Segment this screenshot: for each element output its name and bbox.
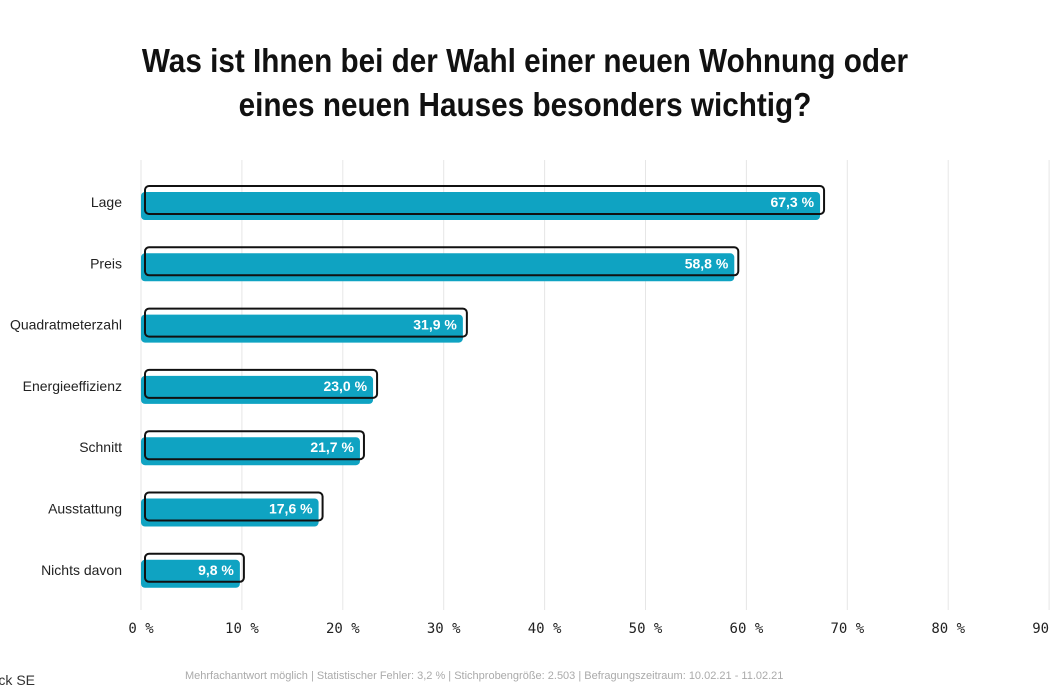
category-label: Ausstattung bbox=[48, 501, 122, 517]
category-label: Energieeffizienz bbox=[23, 378, 122, 394]
x-tick-label: 70 % bbox=[830, 621, 864, 637]
bar-outline bbox=[144, 430, 365, 461]
value-label: 21,7 % bbox=[310, 439, 354, 455]
category-label: Lage bbox=[91, 194, 122, 210]
bar bbox=[141, 192, 821, 220]
value-label: 31,9 % bbox=[413, 317, 457, 333]
bar-outline bbox=[144, 368, 379, 399]
chart-title-line1: Was ist Ihnen bei der Wahl einer neuen W… bbox=[141, 42, 909, 79]
x-tick-label: 60 % bbox=[730, 621, 764, 637]
category-label: Schnitt bbox=[79, 439, 122, 455]
bar-outline bbox=[144, 491, 324, 522]
bar-outline bbox=[144, 307, 468, 338]
value-label: 58,8 % bbox=[685, 255, 729, 271]
x-tick-label: 80 % bbox=[931, 621, 965, 637]
value-label: 17,6 % bbox=[269, 501, 313, 517]
chart-title-line2: eines neuen Hauses besonders wichtig? bbox=[238, 86, 812, 123]
bar bbox=[141, 253, 735, 282]
category-label: Quadratmeterzahl bbox=[10, 317, 122, 333]
brand-label: LichtBlick SE bbox=[0, 672, 35, 688]
value-label: 9,8 % bbox=[198, 562, 234, 578]
x-tick-label: 90 % bbox=[1032, 621, 1050, 637]
category-label: Preis bbox=[90, 255, 122, 271]
bar-outline bbox=[144, 552, 245, 583]
x-tick-label: 20 % bbox=[326, 621, 360, 637]
value-label: 67,3 % bbox=[770, 194, 814, 210]
footer-note: Mehrfachantwort möglich | Statistischer … bbox=[185, 670, 784, 682]
bar-outline bbox=[144, 246, 740, 277]
x-tick-label: 50 % bbox=[629, 621, 663, 637]
value-label: 23,0 % bbox=[323, 378, 367, 394]
x-tick-label: 30 % bbox=[427, 621, 461, 637]
category-label: Nichts davon bbox=[41, 562, 122, 578]
bar-outline bbox=[144, 185, 826, 215]
x-tick-label: 40 % bbox=[528, 621, 562, 637]
x-tick-label: 0 % bbox=[128, 621, 154, 637]
x-tick-label: 10 % bbox=[225, 621, 259, 637]
